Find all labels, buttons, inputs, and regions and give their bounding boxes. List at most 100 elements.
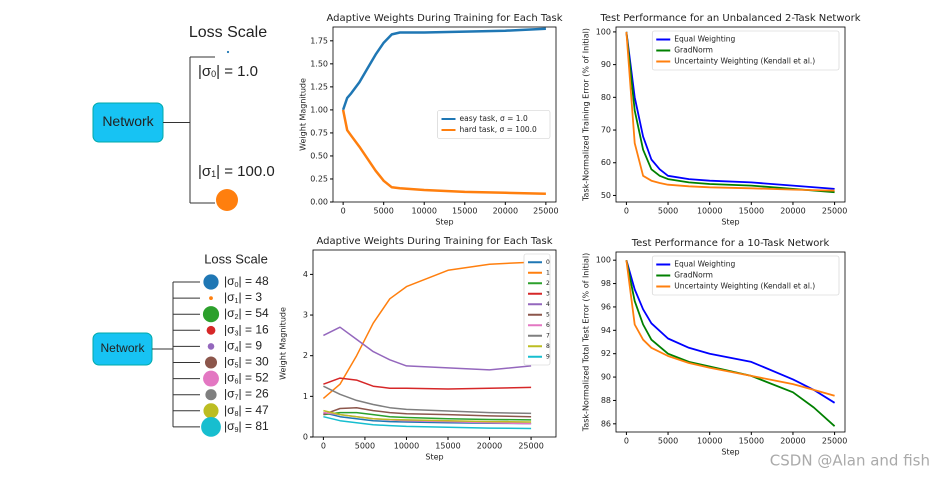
y-tick-label: 90 — [601, 60, 611, 69]
chart-title: Test Performance for a 10-Task Network — [631, 238, 830, 249]
sigma-value: | = 48 — [239, 274, 269, 288]
legend-label: 5 — [546, 311, 550, 318]
x-tick-label: 0 — [624, 437, 629, 446]
legend-label: 6 — [546, 322, 550, 329]
sigma-prefix: |σ — [224, 355, 235, 369]
legend-label: 1 — [546, 269, 550, 276]
sigma-value: | = 3 — [239, 290, 263, 304]
y-tick-label: 1.00 — [310, 105, 328, 114]
sigma-label: |σ0| = 48 — [224, 274, 269, 289]
legend-box — [437, 110, 551, 139]
x-tick-label: 0 — [321, 442, 326, 451]
scale-dot — [226, 50, 230, 54]
y-axis-label: Task-Normalized Total Test Error (% of I… — [582, 253, 591, 432]
x-axis-label: Step — [721, 448, 739, 457]
sigma-index: 8 — [235, 409, 239, 418]
sigma-label: |σ7| = 26 — [224, 387, 269, 402]
y-tick-label: 94 — [601, 326, 611, 335]
series-line — [323, 326, 532, 371]
legend-box — [651, 30, 840, 71]
sigma-prefix: |σ — [224, 371, 235, 385]
x-tick-label: 20000 — [477, 442, 502, 451]
x-tick-label: 0 — [341, 207, 346, 216]
legend-label: Uncertainty Weighting (Kendall et al.) — [674, 57, 815, 66]
sigma-index: 1 — [211, 169, 216, 179]
legend-label: easy task, σ = 1.0 — [460, 114, 528, 123]
series-line — [323, 377, 532, 390]
y-tick-label: 1.50 — [310, 59, 328, 68]
sigma-value: | = 52 — [239, 371, 269, 385]
x-axis-label: Step — [435, 218, 453, 227]
x-tick-label: 20000 — [780, 207, 805, 216]
sigma-prefix: |σ — [198, 63, 212, 80]
chart-title: Test Performance for an Unbalanced 2-Tas… — [599, 13, 860, 24]
y-tick-label: 100 — [596, 27, 611, 36]
y-axis-label: Task-Normalized Training Error (% of Ini… — [582, 28, 591, 202]
y-tick-label: 88 — [601, 396, 611, 405]
scale-dot — [203, 370, 219, 387]
sigma-label: |σ4| = 9 — [224, 339, 262, 354]
y-axis-label: Weight Magnitude — [279, 307, 288, 380]
x-tick-label: 15000 — [739, 437, 764, 446]
sigma-value: | = 30 — [239, 355, 269, 369]
legend-label: GradNorm — [674, 271, 713, 280]
x-tick-label: 10000 — [394, 442, 419, 451]
series-line — [341, 27, 546, 111]
scale-dot — [201, 417, 221, 437]
sigma-index: 9 — [235, 425, 239, 434]
y-tick-label: 86 — [601, 419, 611, 428]
sigma-value: | = 26 — [239, 387, 269, 401]
y-tick-label: 96 — [601, 302, 611, 311]
sigma-index: 1 — [235, 296, 239, 305]
series-line — [323, 385, 532, 415]
sigma-label: |σ9| = 81 — [224, 419, 269, 434]
legend-label: 4 — [546, 301, 550, 308]
sigma-value: | = 54 — [239, 306, 269, 320]
sigma-prefix: |σ — [224, 403, 235, 417]
sigma-label: |σ2| = 54 — [224, 306, 269, 321]
sigma-index: 0 — [211, 69, 216, 79]
sigma-value: | = 47 — [239, 403, 269, 417]
legend-box — [651, 255, 840, 296]
x-tick-label: 25000 — [533, 207, 558, 216]
sigma-prefix: |σ — [224, 306, 235, 320]
series-line — [323, 411, 532, 421]
sigma-index: 2 — [235, 312, 239, 321]
watermark: CSDN @Alan and fish — [770, 452, 930, 470]
x-tick-label: 25000 — [822, 437, 847, 446]
scale-dot — [209, 296, 213, 301]
chart-title: Adaptive Weights During Training for Eac… — [326, 13, 562, 24]
sigma-index: 4 — [235, 344, 239, 353]
series-line — [322, 261, 532, 399]
sigma-index: 0 — [235, 280, 239, 289]
sigma-value: | = 16 — [239, 322, 269, 336]
legend-label: Equal Weighting — [674, 35, 735, 44]
y-tick-label: 92 — [601, 349, 611, 358]
y-tick-label: 0.25 — [310, 174, 328, 183]
y-tick-label: 2 — [303, 351, 308, 360]
y-tick-label: 4 — [303, 270, 308, 279]
y-tick-label: 98 — [601, 279, 611, 288]
series-line — [625, 31, 835, 194]
diagram-heading: Loss Scale — [204, 251, 268, 266]
x-tick-label: 20000 — [780, 437, 805, 446]
sigma-label: |σ6| = 52 — [224, 371, 269, 386]
y-tick-label: 0.50 — [310, 151, 328, 160]
legend-label: hard task, σ = 100.0 — [460, 125, 538, 134]
legend-box — [523, 253, 551, 366]
sigma-label: |σ3| = 16 — [224, 322, 269, 337]
scale-dot — [216, 189, 238, 211]
x-tick-label: 25000 — [822, 207, 847, 216]
x-tick-label: 10000 — [412, 207, 437, 216]
diagram-heading: Loss Scale — [189, 24, 267, 41]
series-line — [323, 415, 532, 430]
y-tick-label: 0.00 — [310, 198, 328, 207]
sigma-prefix: |σ — [224, 387, 235, 401]
x-axis-label: Step — [721, 218, 739, 227]
legend-label: Equal Weighting — [674, 260, 735, 269]
series-line — [625, 31, 835, 190]
network-label: Network — [102, 113, 154, 129]
series-line — [323, 409, 532, 423]
